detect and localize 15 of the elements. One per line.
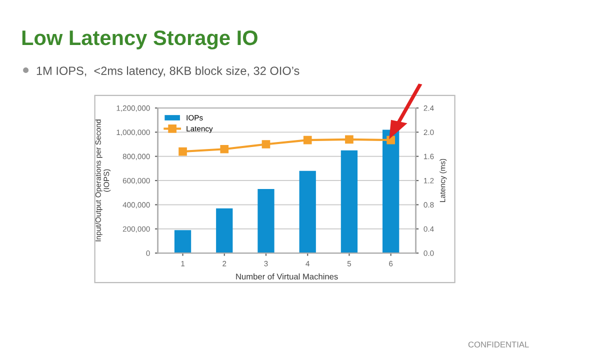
point (345, 135, 354, 144)
bar (174, 230, 192, 254)
point (262, 140, 270, 148)
bar (258, 189, 274, 254)
point (386, 136, 395, 144)
x-axis-title: Number of Virtual Machines (236, 273, 338, 280)
chart-subtitle: 1M IOPS, <2ms latency, 8KB block size, 32 OIO’s (36, 66, 300, 78)
bar (340, 150, 358, 254)
text: CONFIDENTIAL (468, 342, 529, 348)
point (178, 147, 187, 156)
bar (216, 208, 233, 254)
bar (299, 170, 316, 254)
point (220, 144, 229, 154)
point (303, 136, 312, 144)
chart-title: Low Latency Storage IO (22, 30, 258, 50)
